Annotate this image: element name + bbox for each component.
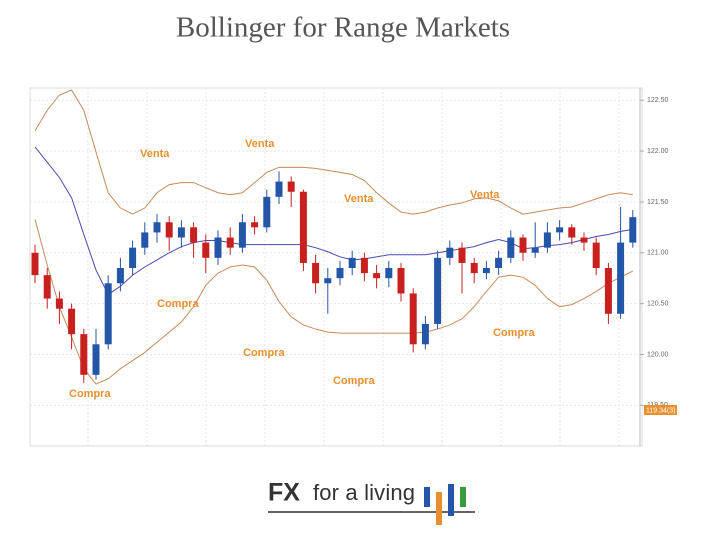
- candle-body: [507, 237, 515, 258]
- candle-body: [385, 268, 393, 279]
- annotation: Venta: [245, 138, 275, 150]
- candle-body: [409, 293, 417, 345]
- candle-body: [116, 268, 124, 284]
- candle-body: [177, 227, 185, 238]
- y-tick-label: 121.00: [647, 250, 669, 257]
- plot: 122.50 122.00 121.50 121.00 120.50 120.00 119.…: [30, 89, 677, 415]
- candle-body: [360, 257, 368, 274]
- candle-body: [458, 247, 466, 263]
- logo-icon: [436, 492, 442, 525]
- candle-body: [263, 196, 271, 228]
- logo-bold: FX: [268, 479, 300, 507]
- candle-body: [129, 247, 137, 269]
- y-tick-label: 120.50: [647, 300, 669, 307]
- candle-body: [348, 257, 356, 269]
- candle-body: [165, 222, 173, 238]
- candle-body: [68, 308, 76, 335]
- candle-body: [214, 237, 222, 258]
- candle-body: [141, 232, 149, 248]
- candle-body: [604, 268, 612, 314]
- candle-body: [531, 247, 539, 253]
- candle-body: [336, 268, 344, 279]
- candle-body: [421, 323, 429, 345]
- candle-body: [568, 227, 576, 238]
- annotation: Compra: [157, 298, 199, 310]
- candle-body: [397, 268, 405, 294]
- candle-body: [226, 237, 234, 248]
- annotation: Venta: [470, 189, 500, 201]
- candle-body: [275, 181, 283, 197]
- candle-body: [190, 227, 198, 243]
- candle-body: [287, 181, 295, 192]
- candle-body: [92, 344, 100, 375]
- logo-icon: [448, 484, 454, 516]
- candle-body: [592, 242, 600, 269]
- candle-body: [55, 298, 63, 309]
- y-tick-label: 121.50: [647, 199, 669, 206]
- annotation: Compra: [333, 375, 375, 387]
- candle-body: [153, 222, 161, 233]
- annotation: Venta: [140, 148, 170, 160]
- candle-body: [434, 257, 442, 324]
- annotation: Compra: [69, 388, 111, 400]
- y-tick-label: 122.50: [647, 97, 669, 104]
- bollinger-band: [34, 89, 633, 215]
- annotation: Compra: [243, 347, 285, 359]
- candle-body: [629, 217, 637, 243]
- logo-icon: [460, 487, 466, 507]
- candle-body: [495, 257, 503, 269]
- slide-title: Bollinger for Range Markets: [176, 12, 510, 44]
- candle-body: [202, 242, 210, 258]
- annotation: Venta: [344, 193, 374, 205]
- candle-body: [580, 237, 588, 243]
- candle-body: [556, 227, 564, 233]
- candle-body: [324, 278, 332, 284]
- candle-body: [470, 262, 478, 274]
- price-tag: 119.34(3): [646, 407, 675, 414]
- candle-body: [312, 262, 320, 284]
- candle-body: [446, 247, 454, 258]
- price-tag-box: [644, 405, 677, 415]
- logo-icon: [424, 487, 430, 507]
- y-tick-label: 120.00: [647, 351, 669, 358]
- logo: FX for a living: [268, 479, 475, 525]
- candle-body: [251, 222, 259, 228]
- y-tick-label: 122.00: [647, 148, 669, 155]
- candle-body: [238, 222, 246, 248]
- annotation: Compra: [493, 327, 535, 339]
- candle-body: [482, 268, 490, 274]
- candle-body: [104, 283, 112, 345]
- candle-body: [543, 232, 551, 248]
- candle-body: [43, 275, 51, 299]
- candle-body: [519, 237, 527, 253]
- candle-body: [617, 242, 625, 314]
- candle-body: [373, 273, 381, 279]
- bollinger-band: [34, 219, 634, 385]
- candle-body: [299, 191, 307, 263]
- candle-body: [31, 252, 39, 276]
- candle-body: [80, 334, 88, 375]
- logo-text: for a living: [313, 480, 415, 505]
- plot-frame: [29, 87, 643, 447]
